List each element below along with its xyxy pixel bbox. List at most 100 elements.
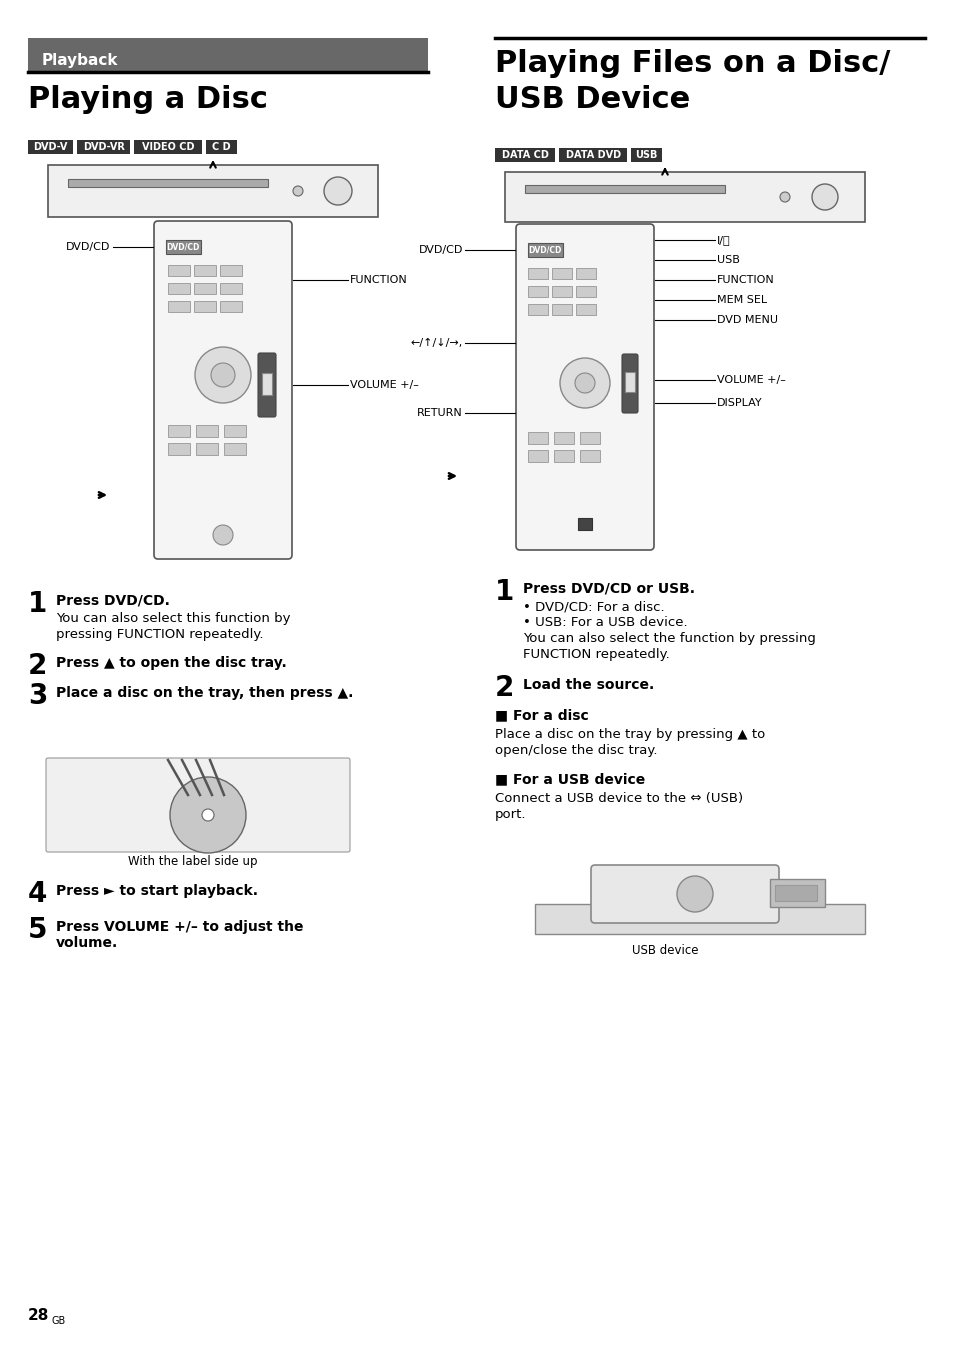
- Text: Load the source.: Load the source.: [522, 677, 654, 692]
- Bar: [558, 147, 627, 162]
- Bar: [624, 372, 635, 392]
- Text: 2: 2: [28, 652, 48, 680]
- Bar: [552, 304, 572, 315]
- Text: Press DVD/CD or USB.: Press DVD/CD or USB.: [522, 581, 695, 596]
- Text: USB: USB: [717, 256, 740, 265]
- Bar: [224, 443, 246, 456]
- FancyBboxPatch shape: [621, 354, 638, 412]
- Bar: [576, 304, 596, 315]
- Text: Playback: Playback: [42, 53, 118, 68]
- Bar: [220, 283, 242, 293]
- Text: Playing a Disc: Playing a Disc: [28, 85, 268, 114]
- Text: DVD/CD: DVD/CD: [166, 242, 199, 251]
- Text: With the label side up: With the label side up: [128, 854, 257, 868]
- Text: Press ► to start playback.: Press ► to start playback.: [56, 884, 257, 898]
- Text: GB: GB: [52, 1315, 66, 1326]
- Text: 28: 28: [28, 1307, 50, 1324]
- Bar: [220, 265, 242, 276]
- FancyBboxPatch shape: [590, 865, 779, 923]
- Bar: [535, 904, 864, 934]
- Bar: [527, 243, 562, 257]
- Bar: [576, 287, 596, 297]
- Text: • DVD/CD: For a disc.: • DVD/CD: For a disc.: [522, 600, 664, 612]
- Text: pressing FUNCTION repeatedly.: pressing FUNCTION repeatedly.: [56, 627, 263, 641]
- Bar: [554, 433, 574, 443]
- Text: I/⏻: I/⏻: [717, 235, 730, 245]
- Text: Press DVD/CD.: Press DVD/CD.: [56, 594, 170, 608]
- Text: DVD-V: DVD-V: [33, 142, 68, 151]
- Bar: [527, 433, 547, 443]
- FancyBboxPatch shape: [46, 758, 350, 852]
- Text: Place a disc on the tray, then press ▲.: Place a disc on the tray, then press ▲.: [56, 685, 353, 700]
- Bar: [576, 268, 596, 279]
- Text: RETURN: RETURN: [416, 408, 462, 418]
- Text: volume.: volume.: [56, 936, 118, 950]
- Text: You can also select this function by: You can also select this function by: [56, 612, 291, 625]
- Circle shape: [213, 525, 233, 545]
- Text: Place a disc on the tray by pressing ▲ to: Place a disc on the tray by pressing ▲ t…: [495, 727, 764, 741]
- Bar: [193, 283, 215, 293]
- Text: 1: 1: [495, 579, 514, 606]
- Text: • USB: For a USB device.: • USB: For a USB device.: [522, 617, 687, 629]
- FancyBboxPatch shape: [257, 353, 275, 416]
- Bar: [168, 283, 190, 293]
- Text: DISPLAY: DISPLAY: [717, 397, 761, 408]
- FancyBboxPatch shape: [516, 224, 654, 550]
- Text: DVD MENU: DVD MENU: [717, 315, 778, 324]
- Text: ■ For a USB device: ■ For a USB device: [495, 772, 644, 786]
- Bar: [168, 265, 190, 276]
- Bar: [527, 268, 547, 279]
- Bar: [527, 450, 547, 462]
- Bar: [524, 185, 724, 193]
- Bar: [134, 141, 202, 154]
- Circle shape: [211, 362, 234, 387]
- Text: USB: USB: [635, 150, 658, 160]
- Circle shape: [202, 808, 213, 821]
- Bar: [193, 301, 215, 312]
- Bar: [262, 373, 272, 395]
- Bar: [552, 287, 572, 297]
- Circle shape: [559, 358, 609, 408]
- Text: ←/↑/↓/→,: ←/↑/↓/→,: [411, 338, 462, 347]
- Bar: [552, 268, 572, 279]
- Text: USB device: USB device: [631, 944, 698, 957]
- Circle shape: [677, 876, 712, 913]
- Text: ■ For a disc: ■ For a disc: [495, 708, 588, 722]
- Bar: [206, 141, 236, 154]
- Text: 2: 2: [495, 675, 514, 702]
- Text: open/close the disc tray.: open/close the disc tray.: [495, 744, 657, 757]
- FancyBboxPatch shape: [153, 220, 292, 558]
- Bar: [195, 443, 218, 456]
- Bar: [769, 879, 824, 907]
- Text: Connect a USB device to the ⇔ (USB): Connect a USB device to the ⇔ (USB): [495, 792, 742, 804]
- Bar: [77, 141, 131, 154]
- Text: DATA DVD: DATA DVD: [565, 150, 620, 160]
- Text: 4: 4: [28, 880, 48, 909]
- Bar: [168, 443, 190, 456]
- Text: DATA CD: DATA CD: [501, 150, 548, 160]
- Text: Press ▲ to open the disc tray.: Press ▲ to open the disc tray.: [56, 656, 287, 671]
- Text: Press VOLUME +/– to adjust the: Press VOLUME +/– to adjust the: [56, 919, 303, 934]
- Bar: [527, 287, 547, 297]
- Text: 1: 1: [28, 589, 48, 618]
- Circle shape: [811, 184, 837, 210]
- Text: VIDEO CD: VIDEO CD: [142, 142, 194, 151]
- Bar: [68, 178, 268, 187]
- Bar: [554, 450, 574, 462]
- Bar: [579, 433, 599, 443]
- Circle shape: [575, 373, 595, 393]
- Circle shape: [170, 777, 246, 853]
- Text: 3: 3: [28, 681, 48, 710]
- Text: VOLUME +/–: VOLUME +/–: [717, 375, 785, 385]
- Bar: [224, 425, 246, 437]
- Text: MEM SEL: MEM SEL: [717, 295, 766, 306]
- Bar: [28, 38, 428, 72]
- Text: FUNCTION: FUNCTION: [350, 274, 407, 285]
- Circle shape: [293, 187, 303, 196]
- Bar: [168, 301, 190, 312]
- Bar: [220, 301, 242, 312]
- Bar: [193, 265, 215, 276]
- Bar: [495, 147, 555, 162]
- Text: C D: C D: [213, 142, 231, 151]
- Bar: [166, 241, 201, 254]
